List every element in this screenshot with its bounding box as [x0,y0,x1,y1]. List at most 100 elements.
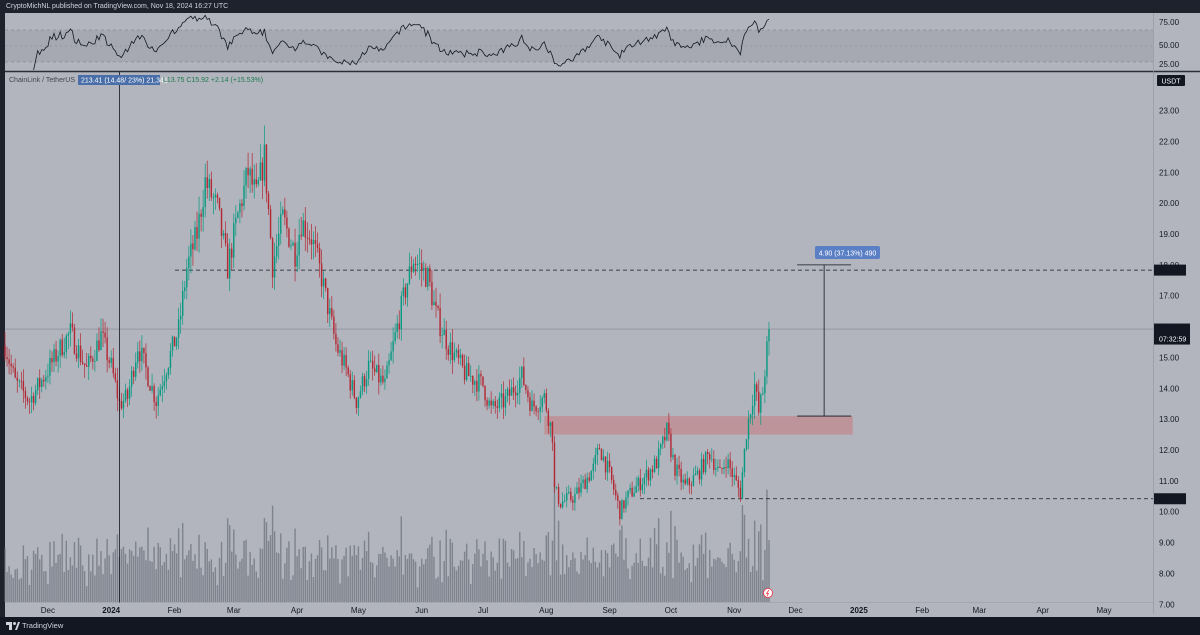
price-chart[interactable]: 75.00 50.00 25.00 4.90 (37.13%) 490 Chai… [0,13,1200,617]
price-tag-upper: 17.83 [1159,266,1180,275]
candle-body [245,167,247,186]
volume-bar [676,539,678,602]
volume-bar [83,571,86,602]
volume-bar [231,551,233,602]
time-tick-label: Apr [291,606,304,615]
candle-body [369,360,372,362]
volume-bar [690,582,693,602]
volume-bar [247,575,249,602]
candle-body [143,347,145,354]
volume-bar [47,583,49,602]
volume-bar [498,538,501,602]
candle-body [572,499,574,503]
currency-badge[interactable] [1157,75,1185,86]
lightning-icon[interactable] [763,588,773,598]
volume-bar [169,538,172,602]
candle-body [713,459,715,470]
volume-bar [547,532,550,602]
volume-bar [53,541,55,602]
candle-body [34,390,37,404]
resistance-zone[interactable] [544,416,853,435]
candle-body [100,331,102,351]
volume-bar [355,554,358,602]
volume-bar [24,559,27,602]
volume-bar [635,553,637,602]
volume-bar [282,578,284,602]
candle-body [476,381,478,392]
volume-bar [615,553,617,602]
candle-body [318,248,321,264]
candle-body [322,278,325,287]
volume-bar [159,547,161,602]
candle-body [488,400,490,406]
legend-symbol[interactable]: ChainLink / TetherUS [9,77,75,84]
candle-body [584,479,586,490]
measure-tool[interactable]: 4.90 (37.13%) 490 [797,246,880,417]
candle-body [388,360,390,366]
volume-bar [753,520,756,602]
candle-body [306,237,309,239]
candle-body [190,243,192,257]
candle-body [690,485,693,486]
candle-body [26,398,29,402]
candle-body [349,374,351,391]
volume-bar [461,560,464,602]
candle-body [514,392,517,396]
volume-bar [71,565,74,602]
candle-body [14,367,16,378]
volume-bar [388,566,390,602]
volume-bar [557,520,560,602]
candle-body [210,179,213,198]
volume-bar [63,572,65,602]
candle-body [202,207,204,217]
candle-body [208,179,210,188]
volume-bar [394,566,396,602]
candle-body [494,401,496,407]
candle-body [4,345,6,357]
candle-body [271,238,274,278]
price-tick-label: 8.00 [1159,569,1175,578]
candle-body [298,234,300,256]
candle-body [586,477,588,490]
volume-bar [531,567,533,602]
volume-bar [725,567,727,602]
rsi-tick-50: 50.00 [1159,41,1180,50]
candle-body [365,379,368,387]
volume-bar [302,546,304,602]
candle-body [63,352,65,356]
price-tag-lower-box [1154,493,1186,505]
candle-body [504,396,507,408]
candle-body [592,463,595,472]
candle-body [329,308,331,315]
volume-bar [743,514,746,602]
candle-body [302,220,304,237]
candle-body [243,185,245,206]
volume-bar [224,562,227,602]
volume-bar [476,539,478,602]
candle-body [88,355,90,367]
volume-bar [94,575,96,602]
volume-bar [6,571,8,602]
candle-body [743,449,746,473]
candle-body [155,402,157,407]
volume-bar [664,575,666,602]
volume-bar [351,555,353,602]
candle-body [408,266,411,284]
volume-bar [108,555,110,602]
candle-body [525,385,527,391]
volume-bar [696,557,699,602]
candle-body [551,422,554,443]
volume-bar [167,569,170,602]
volume-bar [335,545,337,602]
volume-bar [414,561,417,602]
candle-body [756,384,758,392]
volume-bar [596,567,599,602]
volume-bar [523,540,525,602]
candle-body [418,263,421,265]
candle-body [437,306,439,308]
tradingview-logo-icon [6,622,20,630]
volume-bar [67,569,70,602]
candle-body [735,475,737,481]
volume-bar [555,560,558,602]
volume-bar [357,546,360,602]
